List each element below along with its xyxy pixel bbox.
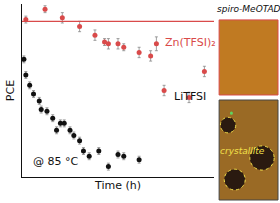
svg-text:Zn(TFSI)₂: Zn(TFSI)₂ [165, 36, 216, 49]
svg-text:spiro-MeOTAD: spiro-MeOTAD [217, 4, 280, 14]
svg-text:crystallite: crystallite [220, 146, 265, 156]
svg-text:@ 85 °C: @ 85 °C [33, 155, 78, 168]
svg-text:LiTFSI: LiTFSI [174, 90, 206, 103]
svg-text:Time (h): Time (h) [94, 179, 141, 192]
svg-text:PCE: PCE [4, 80, 17, 101]
